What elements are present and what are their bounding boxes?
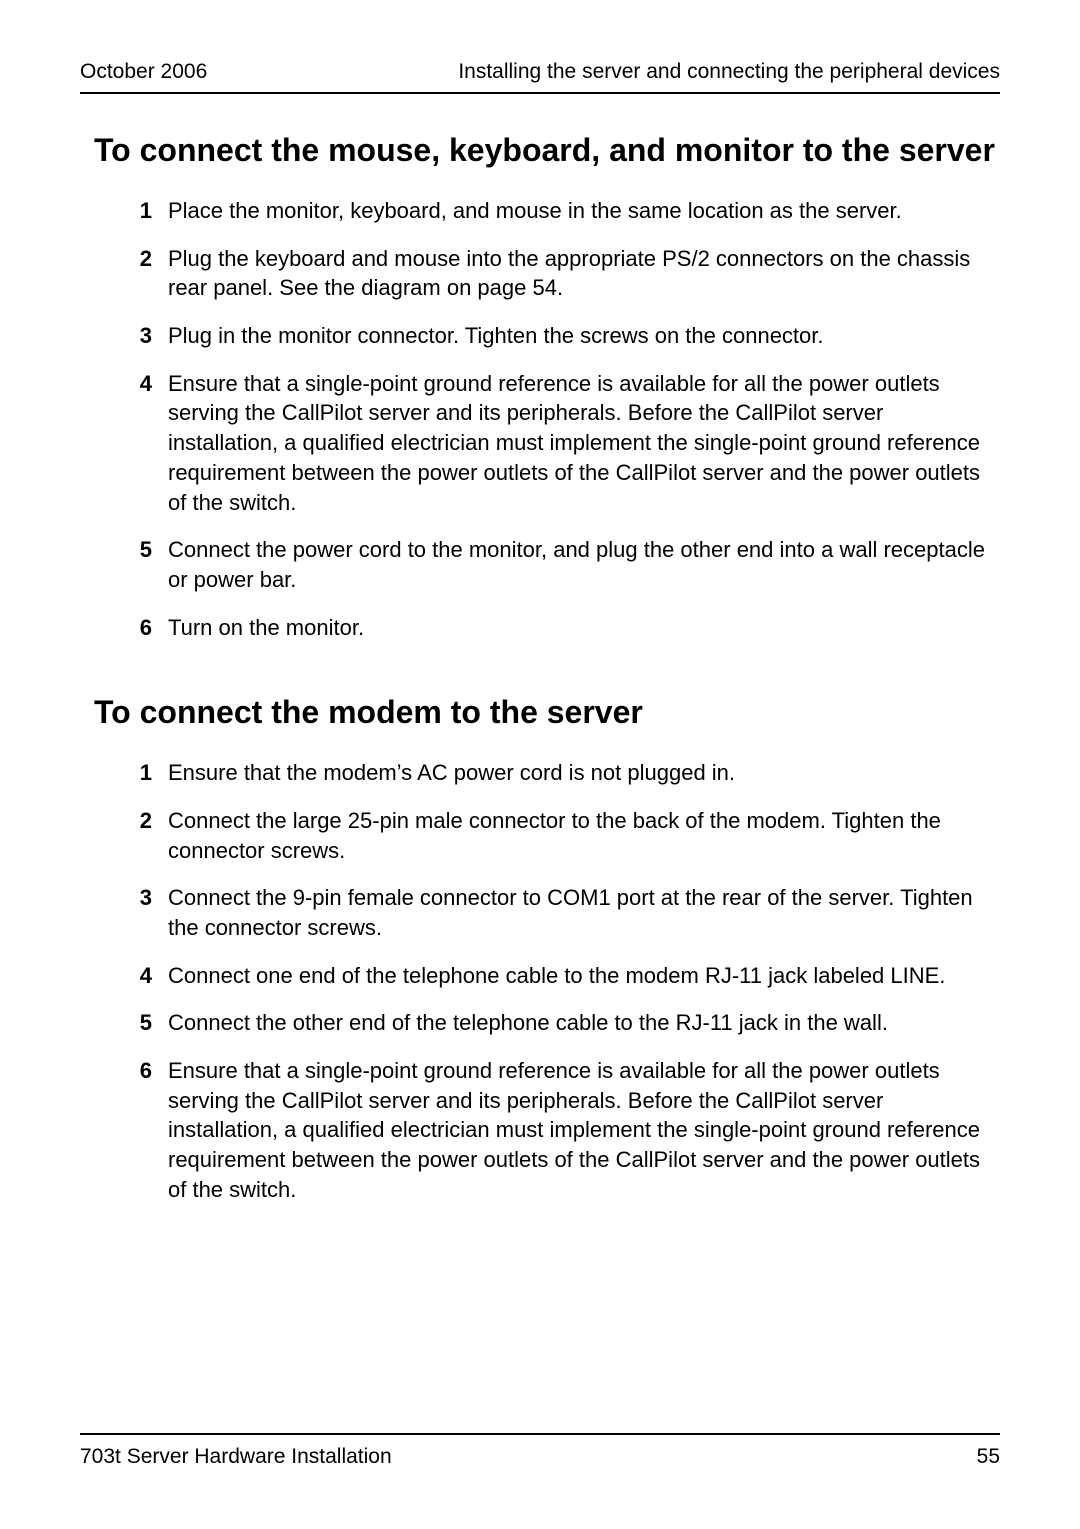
footer-right: 55 — [977, 1445, 1000, 1469]
list-item: 5Connect the power cord to the monitor, … — [130, 535, 990, 594]
header-left: October 2006 — [80, 60, 207, 84]
step-number: 1 — [130, 196, 168, 226]
step-number: 2 — [130, 806, 168, 865]
step-number: 6 — [130, 613, 168, 643]
step-text: Ensure that a single-point ground refere… — [168, 1056, 990, 1204]
list-item: 6Turn on the monitor. — [130, 613, 990, 643]
step-number: 2 — [130, 244, 168, 303]
step-text: Plug the keyboard and mouse into the app… — [168, 244, 990, 303]
step-number: 4 — [130, 369, 168, 517]
page-footer: 703t Server Hardware Installation 55 — [80, 1433, 1000, 1469]
list-item: 4Connect one end of the telephone cable … — [130, 961, 990, 991]
step-text: Plug in the monitor connector. Tighten t… — [168, 321, 990, 351]
list-item: 1Place the monitor, keyboard, and mouse … — [130, 196, 990, 226]
footer-rule — [80, 1433, 1000, 1435]
step-number: 6 — [130, 1056, 168, 1204]
header-right: Installing the server and connecting the… — [458, 60, 1000, 84]
step-number: 3 — [130, 883, 168, 942]
step-text: Connect the large 25-pin male connector … — [168, 806, 990, 865]
step-text: Connect the power cord to the monitor, a… — [168, 535, 990, 594]
list-item: 6Ensure that a single-point ground refer… — [130, 1056, 990, 1204]
footer-left: 703t Server Hardware Installation — [80, 1445, 392, 1469]
step-number: 5 — [130, 1008, 168, 1038]
step-text: Ensure that the modem’s AC power cord is… — [168, 758, 990, 788]
section-2-title: To connect the modem to the server — [94, 692, 1000, 732]
section-1-steps: 1Place the monitor, keyboard, and mouse … — [130, 196, 990, 642]
step-number: 5 — [130, 535, 168, 594]
step-text: Ensure that a single-point ground refere… — [168, 369, 990, 517]
page: October 2006 Installing the server and c… — [0, 0, 1080, 1529]
list-item: 1Ensure that the modem’s AC power cord i… — [130, 758, 990, 788]
page-header: October 2006 Installing the server and c… — [80, 60, 1000, 94]
list-item: 5Connect the other end of the telephone … — [130, 1008, 990, 1038]
step-text: Place the monitor, keyboard, and mouse i… — [168, 196, 990, 226]
list-item: 2Connect the large 25-pin male connector… — [130, 806, 990, 865]
section-1-title: To connect the mouse, keyboard, and moni… — [94, 130, 1000, 170]
list-item: 3Connect the 9-pin female connector to C… — [130, 883, 990, 942]
list-item: 4Ensure that a single-point ground refer… — [130, 369, 990, 517]
step-number: 4 — [130, 961, 168, 991]
step-text: Connect one end of the telephone cable t… — [168, 961, 990, 991]
list-item: 2Plug the keyboard and mouse into the ap… — [130, 244, 990, 303]
step-text: Connect the other end of the telephone c… — [168, 1008, 990, 1038]
footer-row: 703t Server Hardware Installation 55 — [80, 1445, 1000, 1469]
step-number: 3 — [130, 321, 168, 351]
step-text: Turn on the monitor. — [168, 613, 990, 643]
section-2-steps: 1Ensure that the modem’s AC power cord i… — [130, 758, 990, 1204]
step-number: 1 — [130, 758, 168, 788]
step-text: Connect the 9-pin female connector to CO… — [168, 883, 990, 942]
list-item: 3Plug in the monitor connector. Tighten … — [130, 321, 990, 351]
